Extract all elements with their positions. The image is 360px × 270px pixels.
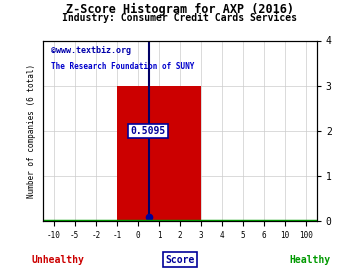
Text: Score: Score: [165, 255, 195, 265]
Bar: [117, 86, 201, 221]
Text: Unhealthy: Unhealthy: [31, 255, 84, 265]
Title: Industry: Consumer Credit Cards Services: Industry: Consumer Credit Cards Services: [63, 13, 297, 23]
Text: 0.5095: 0.5095: [130, 126, 165, 136]
Text: Healthy: Healthy: [289, 255, 330, 265]
Text: The Research Foundation of SUNY: The Research Foundation of SUNY: [51, 62, 195, 71]
Text: Z-Score Histogram for AXP (2016): Z-Score Histogram for AXP (2016): [66, 3, 294, 16]
Y-axis label: Number of companies (6 total): Number of companies (6 total): [27, 64, 36, 198]
Text: ©www.textbiz.org: ©www.textbiz.org: [51, 46, 131, 55]
